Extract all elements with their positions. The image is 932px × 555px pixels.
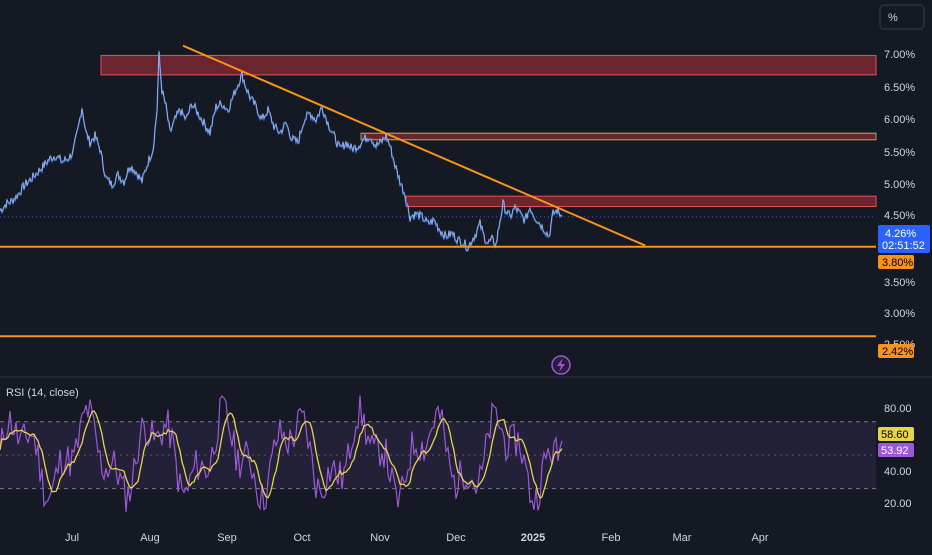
- bar-countdown: 02:51:52: [882, 240, 925, 252]
- trendline-group[interactable]: [182, 44, 646, 247]
- descending-trendline: [182, 44, 646, 247]
- zone-1: [360, 132, 877, 141]
- level-tag-2.42-bg: [878, 344, 914, 358]
- rsi-ma-line: [0, 410, 563, 500]
- rsi-axis[interactable]: 80.00 40.00 20.00: [884, 403, 912, 510]
- y-tick-6.00: 6.00%: [884, 114, 915, 126]
- supply-zones: [100, 54, 877, 208]
- level-tag-3.80-label: 3.80%: [882, 257, 913, 269]
- y-tick-3.00: 3.00%: [884, 308, 915, 320]
- rsi-ma-tag-label: 53.92: [881, 445, 909, 457]
- y-tick-7.00: 7.00%: [884, 49, 915, 61]
- rsi-value-tag-label: 58.60: [881, 429, 909, 441]
- y-tick-6.50: 6.50%: [884, 82, 915, 94]
- x-label-jul: Jul: [65, 532, 79, 544]
- x-label-apr: Apr: [751, 532, 768, 544]
- zone-0: [100, 54, 877, 76]
- y-tick-5.50: 5.50%: [884, 147, 915, 159]
- x-label-nov: Nov: [370, 532, 390, 544]
- scale-button-frame[interactable]: [879, 4, 925, 30]
- rsi-tick-40: 40.00: [884, 466, 912, 478]
- rsi-line: [0, 395, 563, 513]
- rsi-ma-tag-bg: [878, 443, 914, 457]
- rsi-title: RSI (14, close): [6, 387, 79, 399]
- zone-2: [405, 195, 877, 208]
- x-label-2025: 2025: [521, 532, 545, 544]
- rsi-tick-20: 20.00: [884, 498, 912, 510]
- level-tag-2.42-label: 2.42%: [882, 346, 913, 358]
- y-tick-3.50: 3.50%: [884, 277, 915, 289]
- percent-scale-button[interactable]: %: [879, 4, 925, 30]
- scale-button-label: %: [888, 12, 898, 24]
- lightning-event-icon[interactable]: [551, 355, 571, 375]
- rsi-value-tag-bg: [878, 427, 914, 441]
- last-price-tag-bg: [878, 225, 930, 253]
- rsi-ma-tag: 53.92: [878, 443, 914, 457]
- zone-1-outline: [360, 132, 877, 141]
- horizontal-levels[interactable]: [0, 245, 876, 338]
- x-label-aug: Aug: [140, 532, 160, 544]
- last-price-value: 4.26%: [885, 228, 916, 240]
- level-tag-2.42: 2.42%: [878, 344, 914, 358]
- x-label-sep: Sep: [217, 532, 237, 544]
- y-tick-4.50: 4.50%: [884, 210, 915, 222]
- y-tick-5.00: 5.00%: [884, 179, 915, 191]
- level-tag-3.80-bg: [878, 255, 914, 269]
- x-label-dec: Dec: [446, 532, 466, 544]
- last-price-tag: 4.26% 02:51:52: [878, 225, 930, 253]
- lightning-icon-bolt: [557, 358, 565, 372]
- time-axis[interactable]: Jul Aug Sep Oct Nov Dec 2025 Feb Mar Apr: [65, 532, 769, 544]
- x-label-mar: Mar: [673, 532, 692, 544]
- x-label-feb: Feb: [602, 532, 621, 544]
- rsi-pane: [0, 395, 876, 513]
- rsi-tick-80: 80.00: [884, 403, 912, 415]
- x-label-oct: Oct: [293, 532, 310, 544]
- rsi-value-tag: 58.60: [878, 427, 914, 441]
- level-tag-3.80: 3.80%: [878, 255, 914, 269]
